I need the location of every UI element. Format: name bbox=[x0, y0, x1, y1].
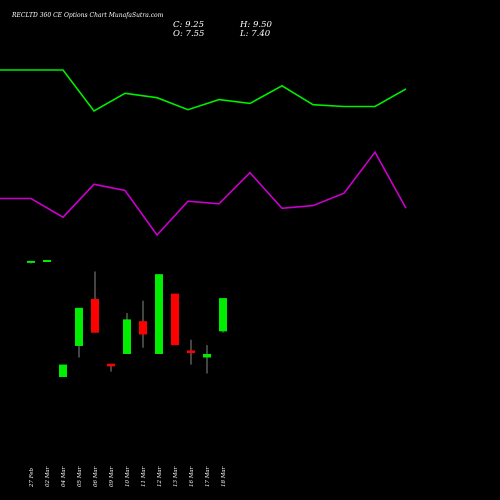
indicator-lines bbox=[0, 69, 407, 237]
x-tick-label: 13 Mar bbox=[173, 466, 179, 487]
candle-body bbox=[171, 293, 179, 346]
candle-body bbox=[59, 364, 67, 377]
x-tick-label: 12 Mar bbox=[157, 466, 163, 487]
high-label: H: 9.50 bbox=[239, 20, 272, 30]
x-tick-label: 27 Feb bbox=[29, 467, 35, 488]
candle-body bbox=[219, 298, 227, 332]
candle-body bbox=[75, 307, 83, 346]
candle-body bbox=[203, 353, 211, 358]
x-tick-label: 04 Mar bbox=[61, 466, 67, 487]
x-tick-label: 16 Mar bbox=[189, 466, 195, 487]
x-tick-label: 18 Mar bbox=[221, 466, 227, 487]
x-tick-label: 11 Mar bbox=[141, 466, 147, 487]
x-tick-label: 02 Mar bbox=[45, 466, 51, 487]
candle-body bbox=[43, 260, 51, 262]
low-label: L: 7.40 bbox=[239, 29, 271, 39]
candle-body bbox=[155, 274, 163, 354]
open-label: O: 7.55 bbox=[173, 29, 204, 39]
candle-body bbox=[139, 321, 147, 335]
candle-body bbox=[187, 350, 195, 354]
chart-title: RECLTD 360 CE Options Chart MunafaSutra.… bbox=[11, 12, 164, 19]
close-label: C: 9.25 bbox=[173, 20, 204, 30]
indicator-line-green bbox=[0, 69, 407, 113]
x-axis-ticks: 27 Feb 02 Mar 04 Mar 05 Mar 06 Mar 09 Mar 10 M… bbox=[29, 466, 227, 488]
candle-body bbox=[107, 363, 115, 367]
x-tick-label: 06 Mar bbox=[93, 466, 99, 487]
indicator-line-magenta bbox=[0, 150, 407, 237]
candle-body bbox=[123, 319, 131, 354]
candles bbox=[27, 260, 227, 377]
x-tick-label: 05 Mar bbox=[77, 466, 83, 487]
candle-body bbox=[27, 260, 35, 263]
x-tick-label: 10 Mar bbox=[125, 466, 131, 487]
candle-body bbox=[91, 299, 99, 333]
x-tick-label: 17 Mar bbox=[205, 466, 211, 487]
x-tick-label: 09 Mar bbox=[109, 466, 115, 487]
